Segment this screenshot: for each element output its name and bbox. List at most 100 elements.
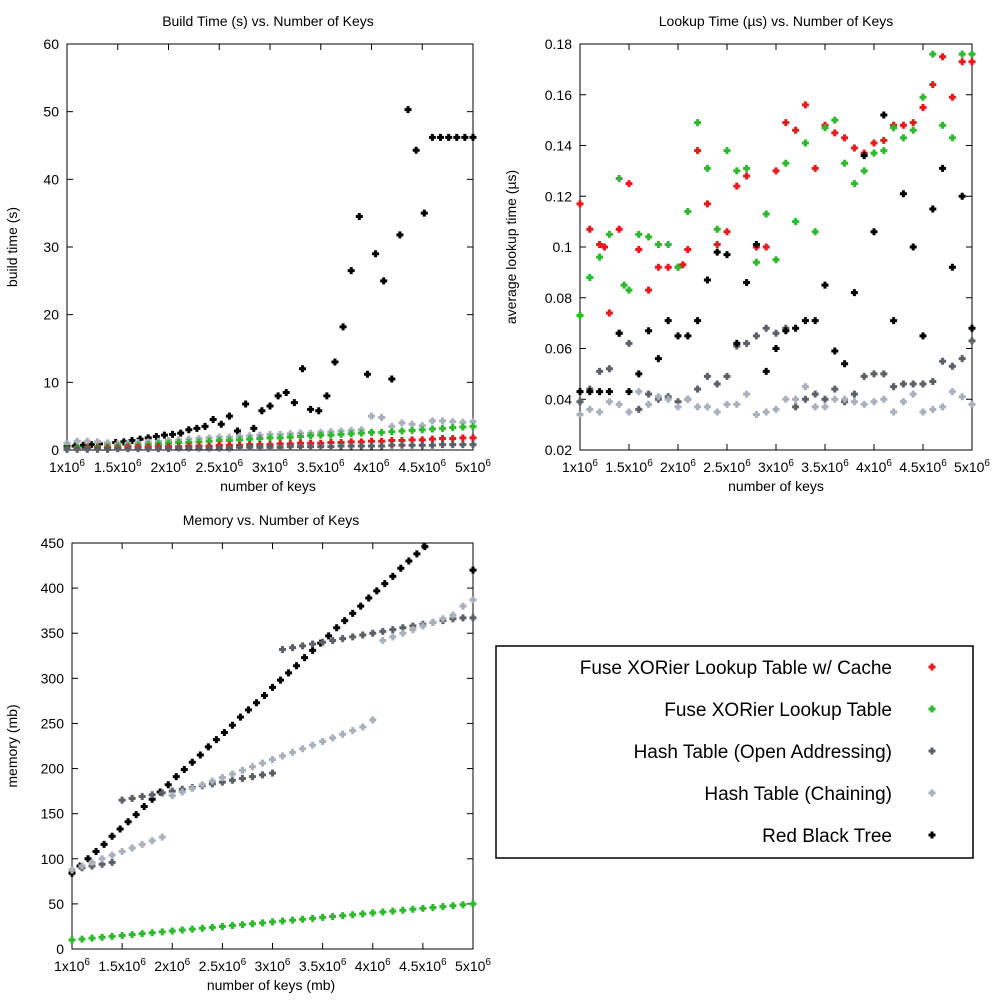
data-point (811, 164, 819, 172)
data-point (694, 119, 702, 127)
x-tick-label: 1x106 (54, 957, 90, 974)
data-point (469, 900, 477, 908)
y-tick-label: 450 (41, 535, 65, 551)
data-point (605, 398, 613, 406)
data-point (88, 858, 96, 866)
data-point (694, 403, 702, 411)
y-axis-label: average lookup time (µs) (503, 170, 519, 324)
data-point (269, 756, 276, 764)
data-point (792, 126, 800, 134)
data-point (83, 445, 91, 453)
data-point (948, 93, 956, 101)
data-point (404, 106, 412, 114)
data-point (329, 913, 337, 921)
data-point (909, 390, 917, 398)
axis-ticks: 0 50 100 150 200 250 300 350 400 450 1x106 1.5x106 2… (41, 535, 492, 974)
plot-frame (66, 43, 474, 451)
data-point (319, 737, 327, 745)
data-point (420, 209, 428, 217)
chart-title: Lookup Time (µs) vs. Number of Keys (659, 13, 893, 29)
x-tick-label: 3.5x106 (297, 458, 345, 475)
legend-label: Fuse XORier Lookup Table w/ Cache (580, 658, 892, 679)
data-point (168, 787, 176, 795)
data-point (154, 445, 162, 453)
data-point (408, 420, 416, 428)
x-tick-label: 3.5x106 (801, 458, 849, 475)
data-point (319, 913, 327, 921)
data-point (439, 903, 447, 911)
x-tick-label: 1x106 (49, 458, 85, 475)
data-point (296, 443, 304, 451)
data-point (289, 916, 297, 924)
y-tick-label: 60 (43, 36, 59, 52)
data-point (654, 393, 662, 401)
data-point (63, 439, 71, 447)
data-point (195, 438, 203, 446)
data-point (449, 611, 457, 619)
data-point (204, 743, 212, 751)
data-point (225, 437, 233, 445)
data-point (228, 770, 236, 778)
data-point (870, 370, 878, 378)
data-point (449, 424, 457, 432)
data-point (703, 164, 711, 172)
y-tick-label: 0.12 (545, 188, 572, 204)
y-tick-label: 0.02 (545, 442, 572, 458)
data-point (220, 728, 228, 736)
data-point (586, 225, 594, 233)
data-point (234, 427, 242, 435)
x-tick-label: 2.5x106 (195, 458, 243, 475)
data-point (801, 395, 809, 403)
data-point (158, 833, 166, 841)
data-point (299, 745, 307, 753)
data-point (274, 392, 282, 400)
data-point (198, 781, 206, 789)
data-point (625, 388, 633, 396)
memory-chart: Memory vs. Number of Keys number of keys… (4, 512, 491, 993)
data-point (645, 400, 653, 408)
data-point (469, 422, 477, 430)
data-point (78, 862, 86, 870)
legend-marker (928, 831, 936, 839)
y-tick-label: 20 (43, 307, 59, 323)
data-point (398, 441, 406, 449)
x-tick-label: 5x106 (455, 458, 491, 475)
data-point (919, 103, 927, 111)
data-point (635, 230, 643, 238)
data-point (242, 400, 250, 408)
data-point (713, 225, 721, 233)
data-point (236, 443, 244, 451)
data-point (419, 622, 427, 630)
y-tick-label: 0.1 (553, 239, 573, 255)
data-point (664, 317, 672, 325)
data-point (282, 388, 290, 396)
data-point (899, 134, 907, 142)
data-point (279, 645, 287, 653)
data-point (958, 355, 966, 363)
data-point (625, 286, 633, 294)
data-point (408, 436, 416, 444)
data-point (68, 866, 76, 874)
data-point (128, 794, 136, 802)
data-point (419, 904, 427, 912)
data-point (178, 788, 186, 796)
data-point (290, 399, 298, 407)
data-point (79, 441, 87, 449)
data-point (469, 614, 477, 622)
data-point (439, 424, 447, 432)
axis-ticks: 0 10 20 30 40 50 60 1x106 1.5x106 2x106 2.5x106 3x1… (43, 36, 491, 475)
data-point (703, 403, 711, 411)
data-point (285, 669, 293, 677)
data-point (968, 400, 976, 408)
data-point (576, 398, 584, 406)
data-point (379, 627, 387, 635)
data-point (762, 243, 770, 251)
data-point (339, 730, 347, 738)
data-point (339, 912, 347, 920)
data-point (134, 445, 142, 453)
data-point (128, 844, 136, 852)
data-point (158, 789, 166, 797)
data-point (772, 405, 780, 413)
data-point (860, 400, 868, 408)
data-point (713, 240, 721, 248)
